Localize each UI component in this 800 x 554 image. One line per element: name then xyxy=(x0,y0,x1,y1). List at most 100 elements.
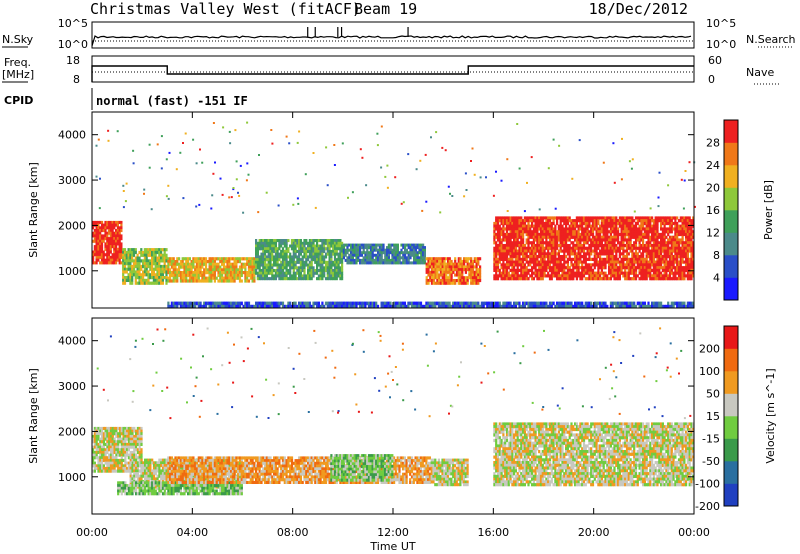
heatmap-cell xyxy=(670,227,673,231)
heatmap-cell xyxy=(411,261,414,265)
heatmap-cell xyxy=(169,279,172,283)
heatmap-cell xyxy=(658,249,661,253)
heatmap-cell xyxy=(683,304,686,309)
heatmap-cell xyxy=(663,224,666,228)
heatmap-cell xyxy=(538,263,541,267)
heatmap-cell xyxy=(289,255,292,259)
heatmap-cell xyxy=(670,235,673,239)
heatmap-cell xyxy=(665,257,668,261)
heatmap-cell xyxy=(539,274,543,278)
heatmap-cell xyxy=(305,274,308,278)
heatmap-cell xyxy=(113,258,116,262)
heatmap-cell xyxy=(116,255,119,259)
heatmap-cell xyxy=(179,276,182,280)
heatmap-cell xyxy=(228,279,231,283)
heatmap-cell xyxy=(384,301,387,306)
heatmap-cell xyxy=(317,249,320,253)
heatmap-cell xyxy=(633,232,636,237)
heatmap-cell xyxy=(375,304,378,309)
heatmap-cell xyxy=(339,247,342,251)
heatmap-cell xyxy=(581,266,584,270)
heatmap-cell xyxy=(149,262,152,266)
heatmap-cell xyxy=(606,244,609,248)
heatmap-cell xyxy=(256,274,259,278)
heatmap-cell xyxy=(292,271,295,275)
heatmap-cell xyxy=(264,274,267,278)
heatmap-cell xyxy=(565,216,568,220)
heatmap-cell xyxy=(104,231,107,235)
heatmap-cell xyxy=(262,249,265,253)
heatmap-cell xyxy=(353,258,356,262)
heatmap-cell xyxy=(672,301,675,306)
heatmap-cell xyxy=(665,260,668,264)
heatmap-cell xyxy=(649,216,652,220)
heatmap-cell xyxy=(516,224,519,228)
heatmap-cell xyxy=(498,274,501,278)
heatmap-cell xyxy=(231,271,234,275)
heatmap-cell xyxy=(504,252,507,256)
heatmap-cell xyxy=(674,255,677,259)
heatmap-cell xyxy=(647,271,650,275)
heatmap-cell xyxy=(538,304,541,309)
heatmap-cell xyxy=(645,268,648,272)
heatmap-cell xyxy=(518,232,521,237)
heatmap-cell xyxy=(249,271,252,275)
heatmap-cell xyxy=(479,265,482,269)
heatmap-cell xyxy=(317,239,320,243)
heatmap-cell xyxy=(504,238,507,242)
heatmap-cell xyxy=(276,271,279,275)
heatmap-cell xyxy=(407,251,410,255)
heatmap-cell xyxy=(611,246,614,250)
heatmap-cell xyxy=(642,263,645,267)
heatmap-cell xyxy=(584,260,587,264)
heatmap-cell xyxy=(339,249,342,253)
heatmap-cell xyxy=(264,247,267,251)
heatmap-cell xyxy=(609,260,612,264)
heatmap-cell xyxy=(317,304,320,309)
heatmap-cell xyxy=(588,249,591,253)
heatmap-cell xyxy=(156,267,159,271)
heatmap-cell xyxy=(316,258,319,262)
heatmap-cell xyxy=(631,216,634,220)
heatmap-cell xyxy=(475,259,478,263)
heatmap-cell xyxy=(448,257,451,261)
heatmap-cell xyxy=(281,263,285,267)
heatmap-cell xyxy=(536,277,539,281)
heatmap-cell xyxy=(364,246,367,250)
heatmap-cell xyxy=(550,227,553,231)
heatmap-cell xyxy=(420,243,423,247)
heatmap-cell xyxy=(665,263,668,267)
heatmap-cell xyxy=(507,271,510,275)
heatmap-cell xyxy=(371,253,374,257)
heatmap-cell xyxy=(670,277,673,281)
heatmap-cell xyxy=(548,227,552,231)
heatmap-cell xyxy=(527,304,530,309)
heatmap-cell xyxy=(251,271,254,275)
heatmap-cell xyxy=(661,266,664,270)
heatmap-cell xyxy=(667,230,670,234)
heatmap-cell xyxy=(115,253,118,257)
heatmap-cell xyxy=(654,238,657,242)
heatmap-cell xyxy=(317,263,320,267)
heatmap-cell xyxy=(471,273,475,277)
heatmap-cell xyxy=(606,227,609,231)
heatmap-cell xyxy=(129,270,132,274)
heatmap-cell xyxy=(548,268,552,272)
heatmap-cell xyxy=(584,219,587,223)
heatmap-cell xyxy=(398,301,401,306)
heatmap-cell xyxy=(574,304,577,309)
heatmap-cell xyxy=(579,216,582,220)
heatmap-cell xyxy=(507,263,510,267)
heatmap-cell xyxy=(547,263,550,267)
heatmap-cell xyxy=(447,276,450,280)
heatmap-cell xyxy=(104,261,107,265)
heatmap-cell xyxy=(557,224,560,228)
heatmap-cell xyxy=(518,263,521,267)
heatmap-cell xyxy=(500,219,503,223)
heatmap-cell xyxy=(595,232,598,237)
heatmap-cell xyxy=(425,276,428,280)
heatmap-cell xyxy=(333,269,337,273)
heatmap-cell xyxy=(188,273,191,277)
heatmap-cell xyxy=(531,257,534,261)
heatmap-cell xyxy=(283,271,286,275)
